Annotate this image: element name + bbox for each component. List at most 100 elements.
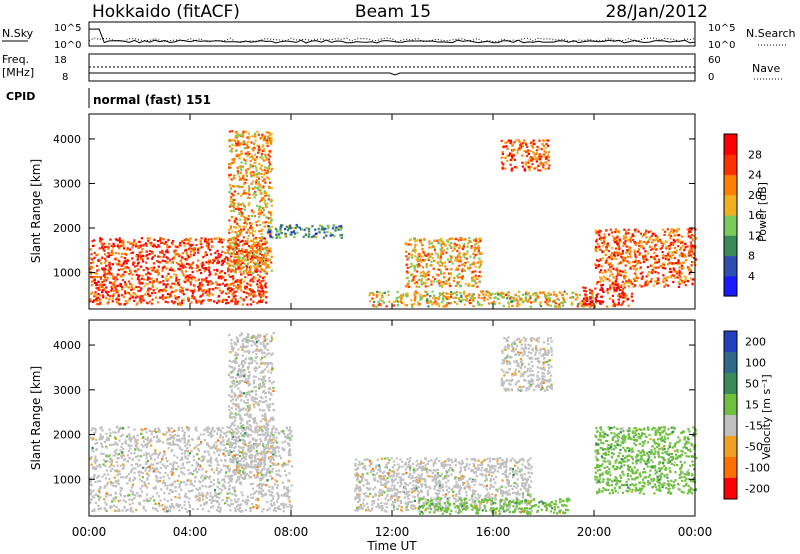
power-cell — [189, 264, 192, 267]
velocity-cell — [177, 465, 180, 468]
power-cell — [269, 235, 272, 238]
power-cell — [618, 238, 621, 241]
power-cell — [262, 213, 265, 217]
power-cell — [612, 304, 615, 307]
power-cell — [247, 132, 250, 135]
velocity-cell — [200, 441, 203, 444]
freq-tick-high: 18 — [54, 55, 67, 66]
power-cell — [611, 235, 614, 238]
velocity-cell — [178, 447, 182, 450]
velocity-cell — [144, 469, 147, 472]
velocity-cell — [229, 441, 232, 444]
power-cell — [594, 298, 597, 301]
power-cell — [240, 230, 243, 233]
velocity-cell — [123, 494, 126, 498]
velocity-cell — [180, 481, 183, 484]
power-cell — [174, 283, 177, 286]
power-cell — [427, 274, 430, 277]
power-cell — [440, 246, 443, 249]
power-cell — [145, 242, 148, 245]
power-cell — [476, 261, 479, 264]
power-cell — [607, 262, 610, 265]
velocity-cell — [99, 507, 103, 510]
power-cell — [141, 274, 144, 277]
power-cell — [133, 265, 136, 268]
power-cell — [531, 293, 535, 296]
power-cell — [458, 281, 461, 284]
velocity-cell — [181, 464, 184, 467]
power-cell — [245, 231, 248, 234]
power-cell — [474, 253, 477, 256]
power-cell — [279, 226, 282, 229]
velocity-cell — [201, 498, 204, 501]
velocity-cell — [186, 447, 189, 450]
power-cell — [654, 254, 657, 258]
velocity-cell — [253, 455, 256, 458]
power-colorbar-segment — [724, 235, 737, 257]
power-cell — [110, 244, 113, 247]
power-cell — [246, 237, 249, 240]
power-cell — [331, 227, 335, 230]
power-cell — [600, 295, 603, 299]
power-cell — [639, 232, 642, 235]
power-cell — [619, 296, 622, 299]
power-cell — [267, 177, 271, 180]
velocity-cell — [176, 434, 179, 437]
freq-unit-label: [MHz] — [2, 66, 34, 79]
power-cell — [254, 277, 257, 280]
power-cell — [666, 275, 669, 279]
power-cell — [525, 143, 528, 146]
power-cell — [675, 251, 678, 254]
power-cell — [235, 290, 238, 293]
power-cell — [253, 186, 256, 189]
power-cell — [249, 226, 252, 230]
power-cell — [511, 149, 515, 152]
power-cell — [584, 286, 587, 290]
power-cell — [509, 139, 512, 142]
freq-panel: Freq. [MHz] 18 8 60 0 Nave — [2, 53, 782, 83]
power-cell — [657, 281, 661, 284]
power-cell — [226, 283, 229, 286]
power-cell — [635, 274, 638, 277]
velocity-cell — [234, 493, 237, 496]
power-cell — [262, 144, 265, 147]
power-cell — [427, 285, 430, 288]
velocity-cell — [231, 503, 234, 506]
power-cell — [168, 293, 171, 296]
power-cell — [103, 249, 106, 252]
power-cell — [221, 250, 224, 253]
power-cell — [653, 251, 656, 254]
power-cell — [624, 271, 627, 275]
power-cell — [629, 255, 632, 258]
power-cell — [583, 289, 586, 292]
power-cell — [114, 257, 117, 260]
power-cell — [250, 141, 253, 144]
power-cell — [688, 228, 691, 231]
power-cell — [258, 237, 261, 240]
power-cell — [502, 304, 505, 308]
power-cell — [539, 304, 543, 308]
power-cell — [190, 289, 193, 292]
power-cell — [103, 270, 106, 273]
power-cell — [143, 285, 146, 288]
velocity-cell — [113, 443, 116, 446]
power-cell — [406, 276, 409, 279]
power-cell — [539, 303, 542, 306]
power-cell — [95, 272, 98, 275]
power-cell — [530, 144, 533, 147]
power-cell — [368, 294, 371, 297]
power-cell — [619, 262, 622, 265]
velocity-cell — [208, 498, 211, 501]
power-cell — [459, 291, 462, 294]
power-cell — [130, 294, 133, 298]
power-cell — [678, 262, 681, 265]
power-cell — [197, 285, 200, 288]
velocity-cell — [209, 464, 212, 468]
velocity-cell — [288, 503, 291, 506]
velocity-cell — [94, 455, 97, 458]
power-cell — [244, 276, 247, 279]
power-cell — [150, 266, 153, 269]
power-cell — [634, 256, 638, 259]
power-cell — [217, 276, 220, 280]
power-cell — [263, 225, 266, 228]
